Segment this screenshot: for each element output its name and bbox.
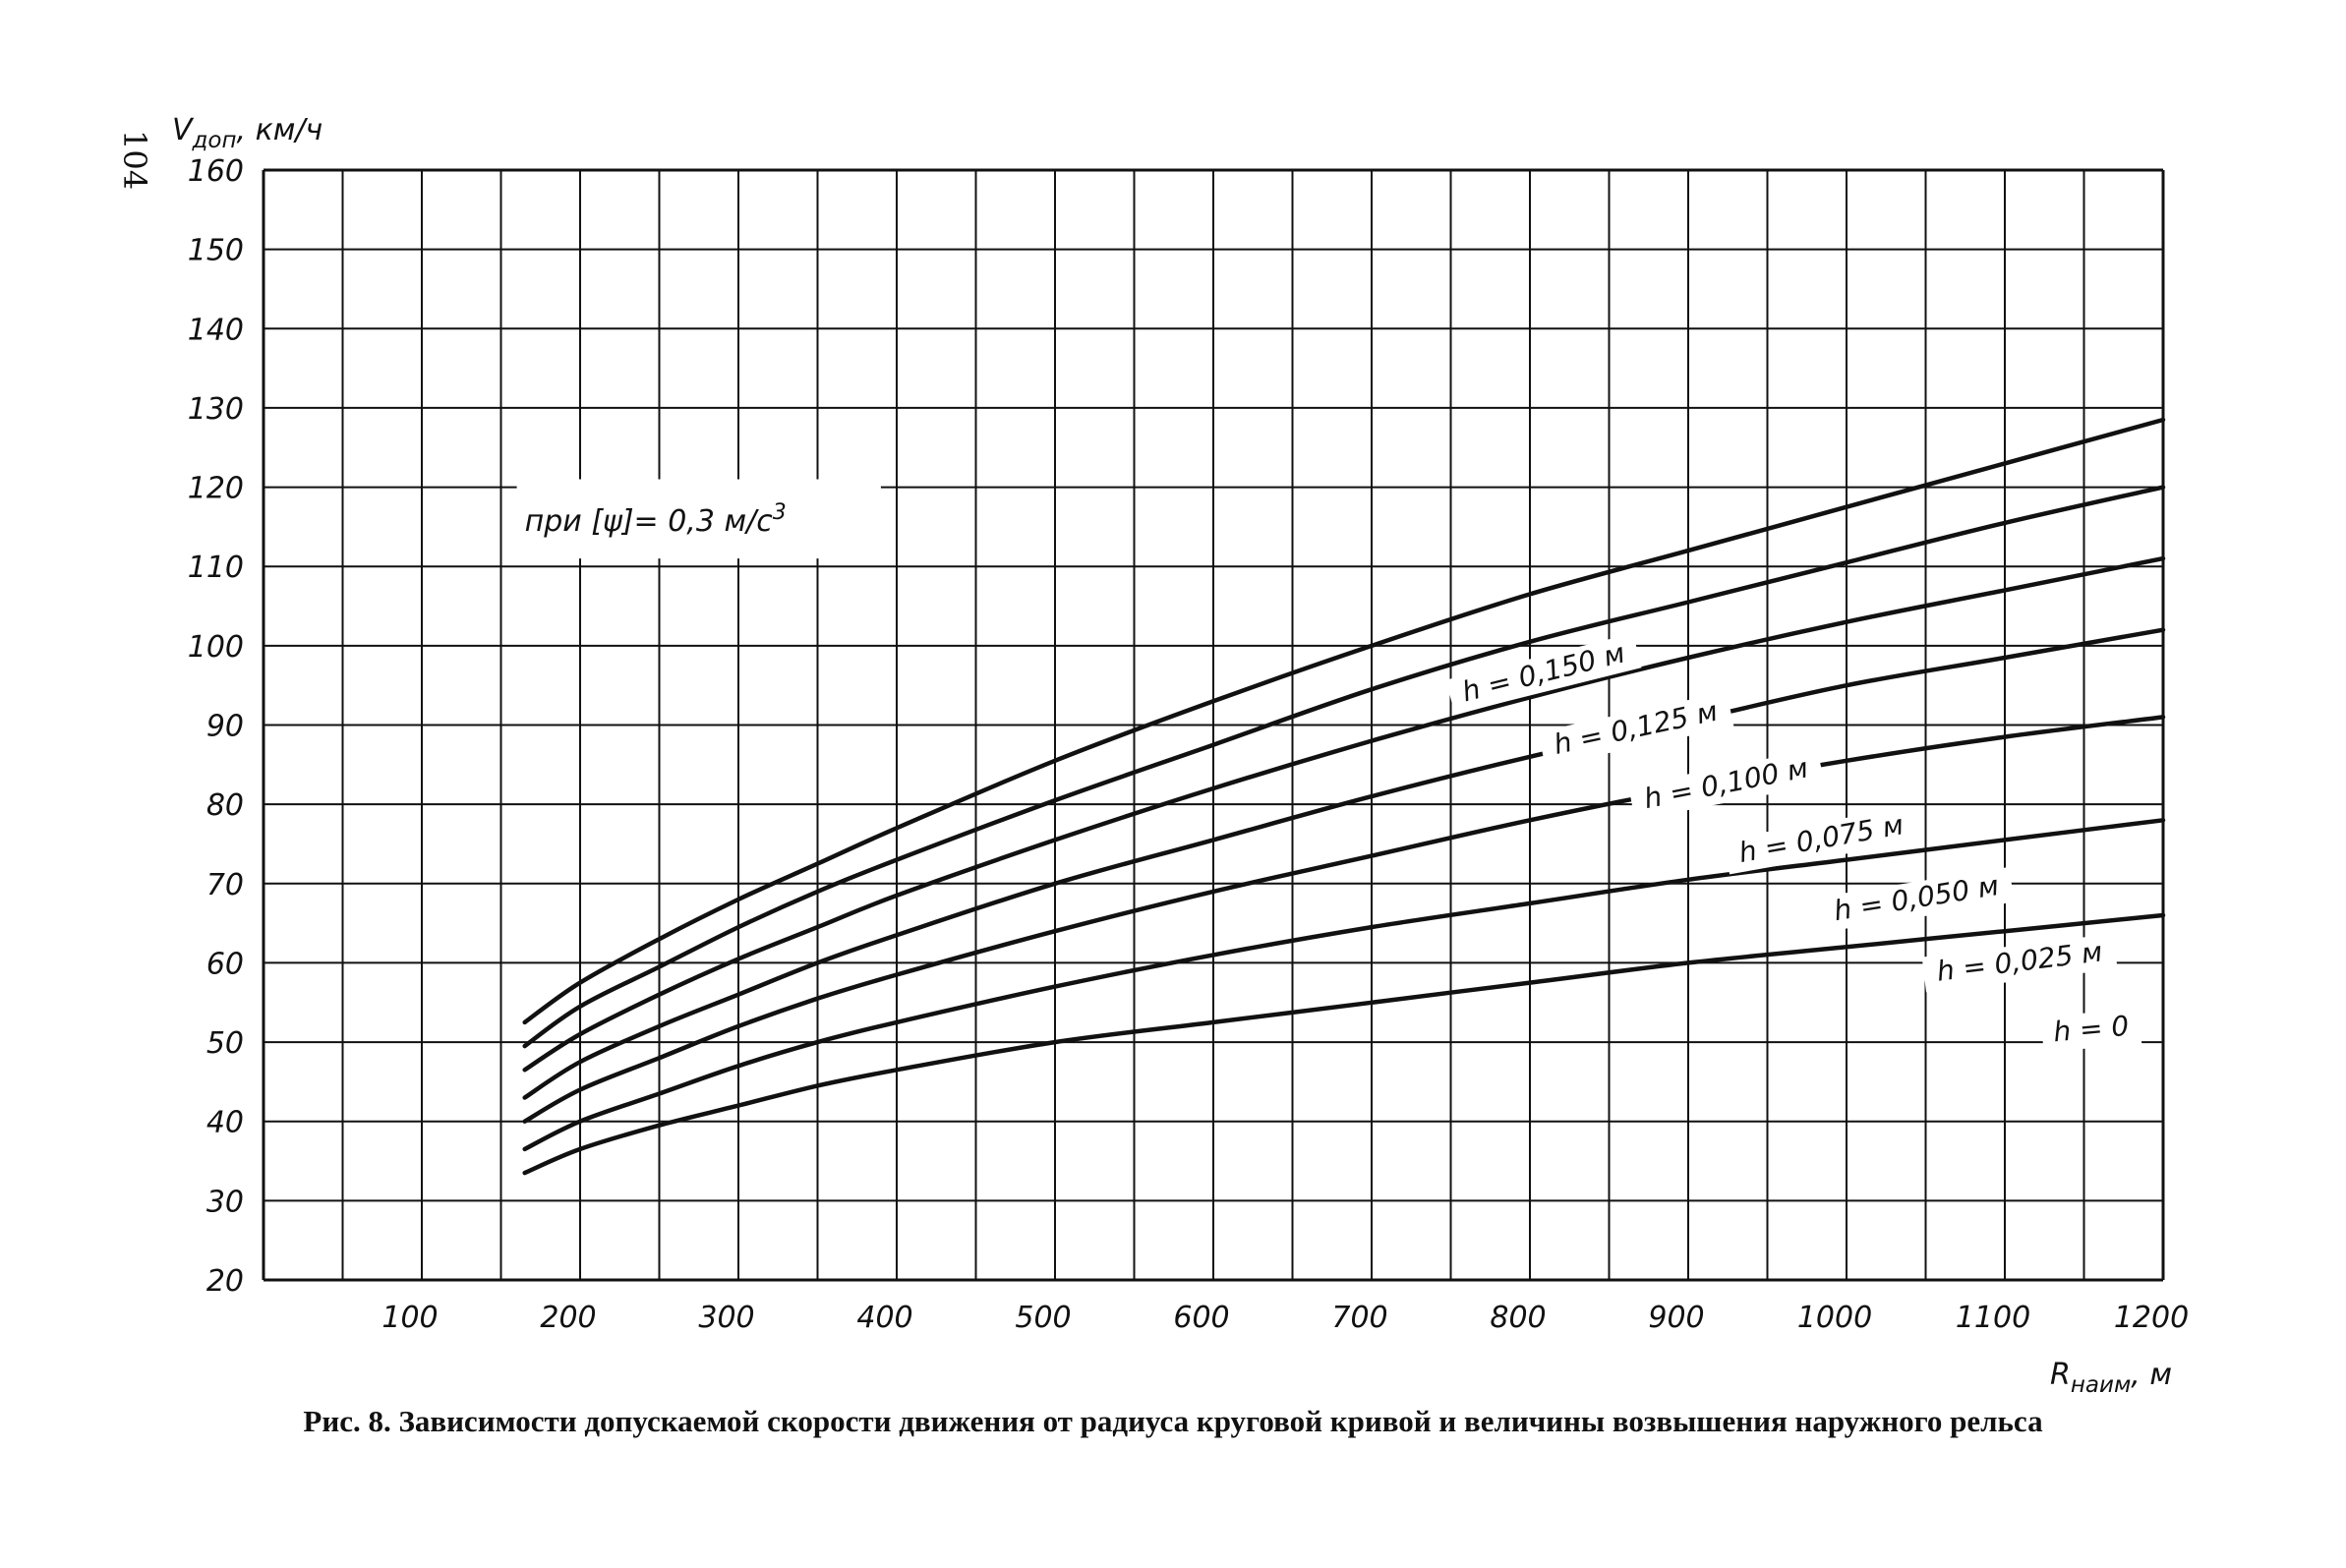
series-line-4 xyxy=(522,715,2166,1124)
note-prefix: при [ψ]= 0,3 м/с xyxy=(525,504,774,539)
series-line-6 xyxy=(522,912,2166,1176)
series-label-bg-0 xyxy=(1445,633,1642,715)
series-label-3: h = 0,075 м xyxy=(1736,808,1906,869)
note-background xyxy=(516,479,881,559)
series-label-group-2: h = 0,100 м xyxy=(1628,748,1825,821)
y-tick-label: 120 xyxy=(188,472,244,506)
series-label-bg-1 xyxy=(1538,691,1734,767)
series-label-0: h = 0,150 м xyxy=(1459,636,1628,708)
x-tick-label: 900 xyxy=(1648,1301,1704,1335)
y-axis-label-main: V xyxy=(172,113,195,147)
x-tick-label: 300 xyxy=(698,1301,754,1335)
series-line-0 xyxy=(522,417,2166,1025)
x-tick-label: 400 xyxy=(856,1301,912,1335)
y-tick-label: 100 xyxy=(188,630,244,665)
series-label-4: h = 0,050 м xyxy=(1832,869,2001,927)
series-label-bg-5 xyxy=(1921,933,2118,993)
y-tick-label: 80 xyxy=(206,788,244,823)
note-text: при [ψ]= 0,3 м/с3 xyxy=(525,500,787,539)
x-tick-label: 500 xyxy=(1015,1301,1071,1335)
y-axis-label: Vдоп, км/ч xyxy=(172,113,323,153)
x-tick-label: 800 xyxy=(1490,1301,1546,1335)
x-tick-label: 600 xyxy=(1173,1301,1229,1335)
y-tick-label: 40 xyxy=(206,1106,244,1140)
y-tick-label: 130 xyxy=(188,392,244,427)
y-tick-label: 60 xyxy=(206,947,244,981)
x-tick-label: 1100 xyxy=(1956,1301,2030,1335)
series-line-1 xyxy=(522,485,2166,1049)
y-tick-label: 30 xyxy=(206,1185,244,1219)
x-tick-label: 200 xyxy=(540,1301,596,1335)
figure-caption: Рис. 8. Зависимости допускаемой скорости… xyxy=(303,1404,2043,1438)
page-number: 104 xyxy=(116,130,153,190)
series-label-bg-6 xyxy=(2040,1008,2142,1053)
series-line-2 xyxy=(522,555,2166,1073)
y-tick-label: 160 xyxy=(188,154,244,189)
y-tick-label: 20 xyxy=(206,1264,244,1299)
series-line-3 xyxy=(522,627,2166,1100)
series-label-2: h = 0,100 м xyxy=(1641,751,1810,815)
grid xyxy=(262,168,2165,1282)
x-axis-label-main: R xyxy=(2050,1358,2071,1392)
x-axis-label-sub: наим xyxy=(2071,1372,2131,1398)
note-box: при [ψ]= 0,3 м/с3 xyxy=(516,479,881,559)
y-tick-label: 90 xyxy=(206,710,244,744)
series-label-group-1: h = 0,125 м xyxy=(1538,691,1734,767)
x-tick-label: 700 xyxy=(1331,1301,1387,1335)
series-label-bg-2 xyxy=(1628,748,1825,821)
x-ticks: 100 200 300 400 500 600 700 800 900 1000 1100 1200 xyxy=(381,1301,2189,1335)
series-label-bg-4 xyxy=(1818,866,2015,933)
x-axis-label-unit: , м xyxy=(2131,1358,2172,1392)
note-sup: 3 xyxy=(773,500,787,525)
x-tick-label: 1000 xyxy=(1797,1301,1872,1335)
y-tick-label: 150 xyxy=(188,234,244,268)
series-group xyxy=(522,417,2166,1176)
y-tick-label: 140 xyxy=(188,313,244,347)
x-tick-label: 100 xyxy=(381,1301,438,1335)
series-line-5 xyxy=(522,818,2166,1152)
x-tick-label: 1200 xyxy=(2114,1301,2189,1335)
y-tick-label: 50 xyxy=(206,1026,244,1061)
series-label-bg-3 xyxy=(1723,805,1920,875)
y-tick-label: 70 xyxy=(206,868,244,902)
y-axis-label-unit: , км/ч xyxy=(237,113,323,147)
y-ticks: 20 30 40 50 60 70 80 90 100 110 120 130 140 150 160 xyxy=(188,154,244,1299)
y-tick-label: 110 xyxy=(188,551,244,585)
y-axis-label-sub: доп xyxy=(192,128,237,153)
x-axis-label: Rнаим, м xyxy=(2050,1358,2172,1398)
series-label-group-6: h = 0 xyxy=(2040,1008,2142,1053)
series-label-6: h = 0 xyxy=(2052,1010,2130,1049)
series-labels: h = 0,150 мh = 0,125 мh = 0,100 мh = 0,0… xyxy=(1445,633,2142,1053)
series-label-group-4: h = 0,050 м xyxy=(1818,866,2015,933)
series-label-1: h = 0,125 м xyxy=(1551,695,1720,761)
series-label-group-5: h = 0,025 м xyxy=(1921,933,2118,993)
